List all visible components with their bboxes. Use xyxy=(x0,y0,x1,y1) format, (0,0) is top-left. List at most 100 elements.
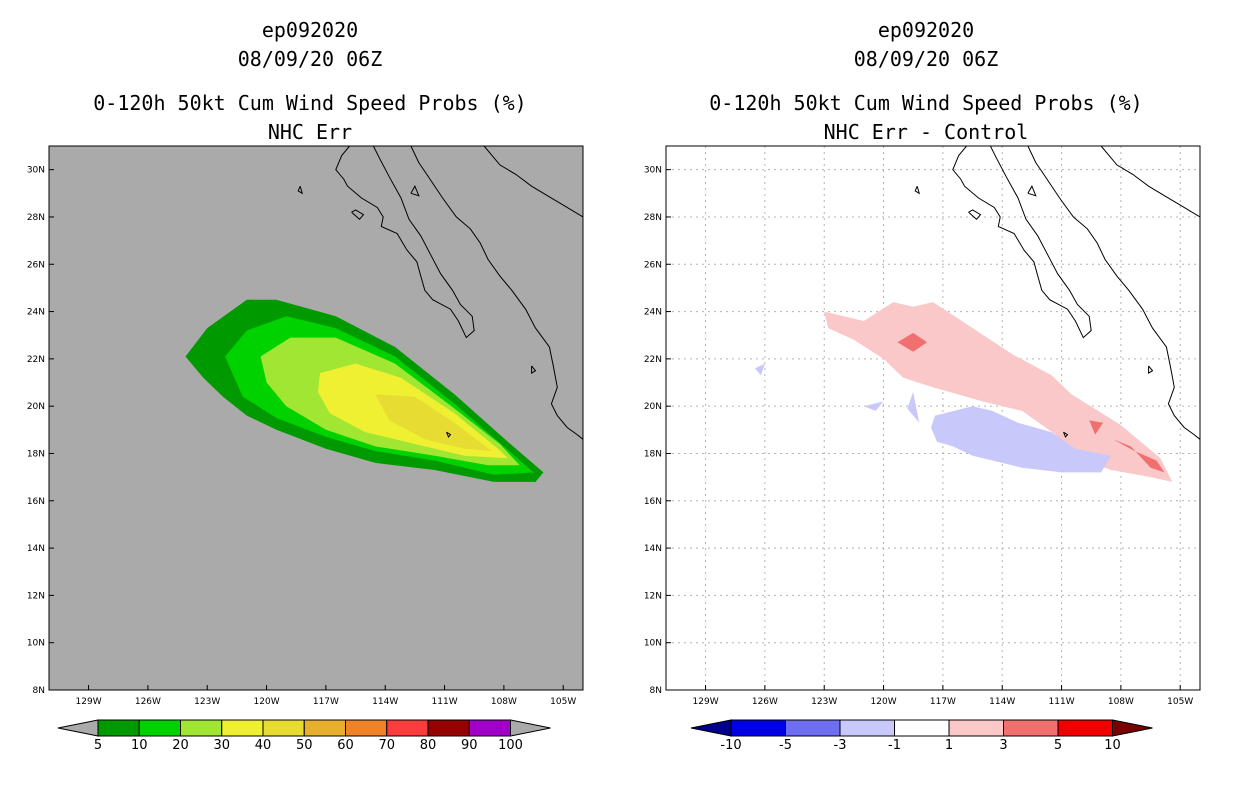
left-y-tick-label: 12N xyxy=(27,591,45,601)
right-colorbar-swatch xyxy=(785,719,841,737)
left-colorbar-swatch xyxy=(138,719,181,737)
right-coastline xyxy=(952,146,1092,339)
left-y-tick-label: 20N xyxy=(27,402,45,412)
right-colorbar-label: 5 xyxy=(1054,738,1062,753)
right-colorbar-label: -10 xyxy=(720,738,741,753)
right-plot-background xyxy=(666,146,1200,690)
left-x-tick-label: 105W xyxy=(550,697,576,707)
right-colorbar-label: -1 xyxy=(888,738,901,753)
left-colorbar-label: 30 xyxy=(213,738,230,753)
right-coastline xyxy=(1100,146,1200,218)
left-colorbar-label: 20 xyxy=(172,738,189,753)
right-y-tick-label: 14N xyxy=(644,544,662,554)
left-datetime: 08/09/20 06Z xyxy=(237,47,383,71)
left-plot-frame xyxy=(48,145,584,691)
right-coastline xyxy=(1148,365,1154,374)
left-colorbar-swatch xyxy=(221,719,264,737)
left-colorbar-label: 90 xyxy=(461,738,478,753)
left-chart-subtitle: NHC Err xyxy=(267,120,353,144)
right-colorbar-over-triangle xyxy=(1112,719,1153,737)
left-colorbar-swatch xyxy=(97,719,140,737)
left-colorbar-swatch xyxy=(386,719,429,737)
right-plot-area xyxy=(666,146,1200,690)
left-colorbar-over-triangle xyxy=(510,719,551,737)
left-y-tick-label: 22N xyxy=(27,355,45,365)
right-y-tick-label: 20N xyxy=(644,402,662,412)
left-x-tick-label: 129W xyxy=(76,697,102,707)
right-colorbar-label: 3 xyxy=(999,738,1007,753)
right-y-tick-label: 24N xyxy=(644,308,662,318)
right-contour-neg1 xyxy=(863,401,884,411)
right-x-tick-label: 126W xyxy=(752,697,778,707)
left-coastline xyxy=(297,186,304,195)
left-colorbar-swatch xyxy=(180,719,223,737)
right-contour-3 xyxy=(897,332,928,352)
right-colorbar-swatch xyxy=(948,719,1004,737)
right-chart-subtitle: NHC Err - Control xyxy=(823,120,1029,144)
left-colorbar-label: 100 xyxy=(498,738,523,753)
left-colorbar-label: 60 xyxy=(337,738,354,753)
left-y-tick-label: 24N xyxy=(27,308,45,318)
right-contour-neg1 xyxy=(755,363,765,376)
left-colorbar-label: 80 xyxy=(420,738,437,753)
right-colorbar-swatch xyxy=(839,719,895,737)
left-x-tick-label: 111W xyxy=(432,697,458,707)
left-colorbar-swatch xyxy=(345,719,388,737)
right-colorbar-swatch xyxy=(894,719,950,737)
left-colorbar-label: 40 xyxy=(255,738,272,753)
left-colorbar-label: 5 xyxy=(94,738,102,753)
right-y-tick-label: 16N xyxy=(644,497,662,507)
right-x-tick-label: 120W xyxy=(871,697,897,707)
right-colorbar-under-triangle xyxy=(690,719,732,737)
left-coastline xyxy=(410,146,583,440)
right-x-tick-label: 117W xyxy=(930,697,956,707)
right-chart-title: 0-120h 50kt Cum Wind Speed Probs (%) xyxy=(709,91,1143,115)
right-x-tick-label: 123W xyxy=(811,697,837,707)
left-x-tick-label: 117W xyxy=(313,697,339,707)
left-y-tick-label: 8N xyxy=(33,686,45,696)
right-y-tick-label: 30N xyxy=(644,166,662,176)
left-chart-title: 0-120h 50kt Cum Wind Speed Probs (%) xyxy=(93,91,527,115)
left-colorbar-swatch xyxy=(468,719,511,737)
left-coastline xyxy=(410,185,420,197)
right-y-tick-label: 26N xyxy=(644,260,662,270)
right-datetime: 08/09/20 06Z xyxy=(853,47,999,71)
left-contour-40 xyxy=(375,394,492,452)
left-y-tick-label: 14N xyxy=(27,544,45,554)
left-y-tick-label: 28N xyxy=(27,213,45,223)
right-y-tick-label: 8N xyxy=(650,686,662,696)
right-x-tick-label: 111W xyxy=(1049,697,1075,707)
left-y-tick-label: 26N xyxy=(27,260,45,270)
right-coastline xyxy=(914,186,921,195)
right-y-tick-label: 22N xyxy=(644,355,662,365)
left-coastline xyxy=(351,209,365,221)
right-coastline xyxy=(968,209,982,221)
left-colorbar-swatch xyxy=(303,719,346,737)
left-coastline xyxy=(483,146,583,218)
left-colorbar-swatch xyxy=(427,719,470,737)
right-y-tick-label: 28N xyxy=(644,213,662,223)
left-y-tick-label: 10N xyxy=(27,639,45,649)
right-coastline xyxy=(1027,185,1037,197)
left-colorbar-label: 50 xyxy=(296,738,313,753)
right-storm-id: ep092020 xyxy=(877,18,975,42)
right-y-tick-label: 12N xyxy=(644,591,662,601)
left-colorbar-swatch xyxy=(262,719,305,737)
left-colorbar-under-triangle xyxy=(57,719,99,737)
right-contour-3 xyxy=(1089,420,1104,435)
right-colorbar-label: 10 xyxy=(1104,738,1121,753)
right-x-tick-label: 114W xyxy=(989,697,1015,707)
right-plot-frame xyxy=(665,145,1201,691)
left-x-tick-label: 108W xyxy=(491,697,517,707)
left-plot-area xyxy=(185,146,583,482)
right-colorbar-label: -5 xyxy=(779,738,792,753)
right-x-tick-label: 129W xyxy=(693,697,719,707)
left-coastline xyxy=(446,431,452,438)
left-colorbar-label: 70 xyxy=(378,738,395,753)
right-colorbar-swatch xyxy=(1003,719,1059,737)
left-coastline xyxy=(531,365,537,374)
left-y-tick-label: 16N xyxy=(27,497,45,507)
left-x-tick-label: 123W xyxy=(194,697,220,707)
right-y-tick-label: 18N xyxy=(644,449,662,459)
